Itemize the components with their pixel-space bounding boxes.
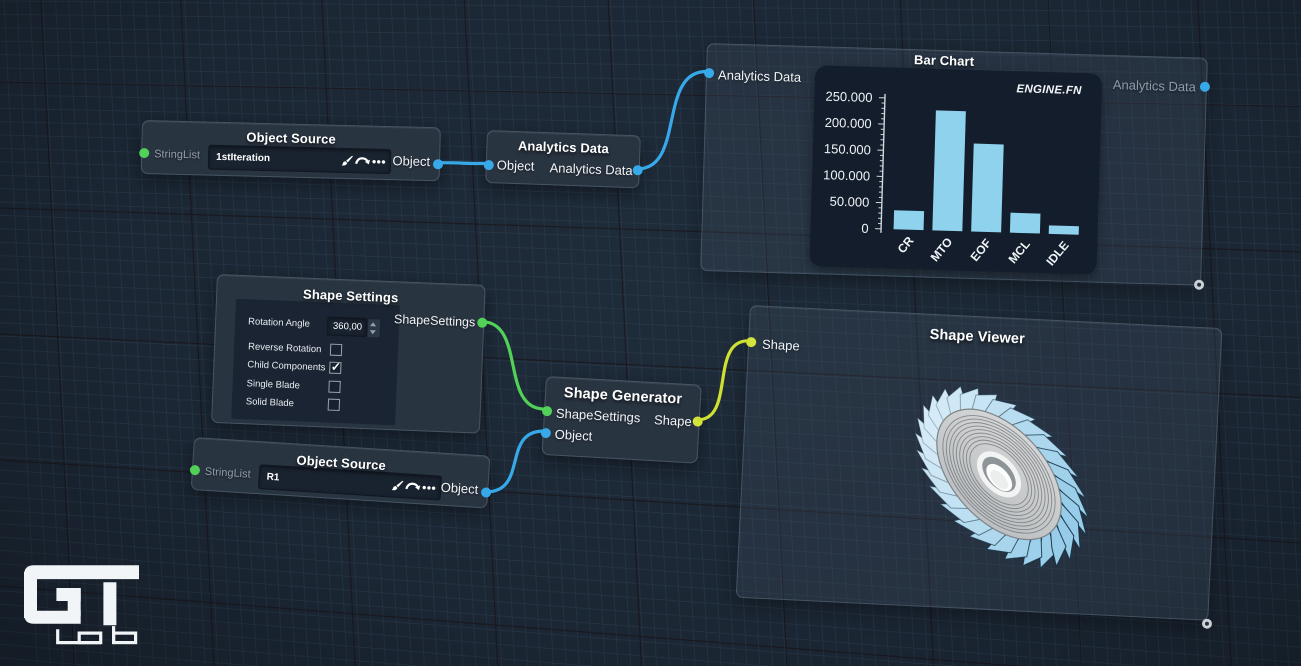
svg-text:EOF: EOF [967,236,994,264]
svg-text:ENGINE.FN: ENGINE.FN [1016,83,1082,97]
svg-text:150.000: 150.000 [824,141,871,157]
svg-text:CR: CR [895,234,917,257]
svg-text:50.000: 50.000 [829,194,869,210]
svg-text:100.000: 100.000 [823,167,870,183]
svg-text:0: 0 [861,221,869,236]
svg-text:200.000: 200.000 [824,115,871,131]
svg-text:MCL: MCL [1005,237,1032,266]
svg-text:250.000: 250.000 [825,89,872,105]
svg-text:MTO: MTO [928,235,956,264]
svg-text:IDLE: IDLE [1043,238,1071,268]
